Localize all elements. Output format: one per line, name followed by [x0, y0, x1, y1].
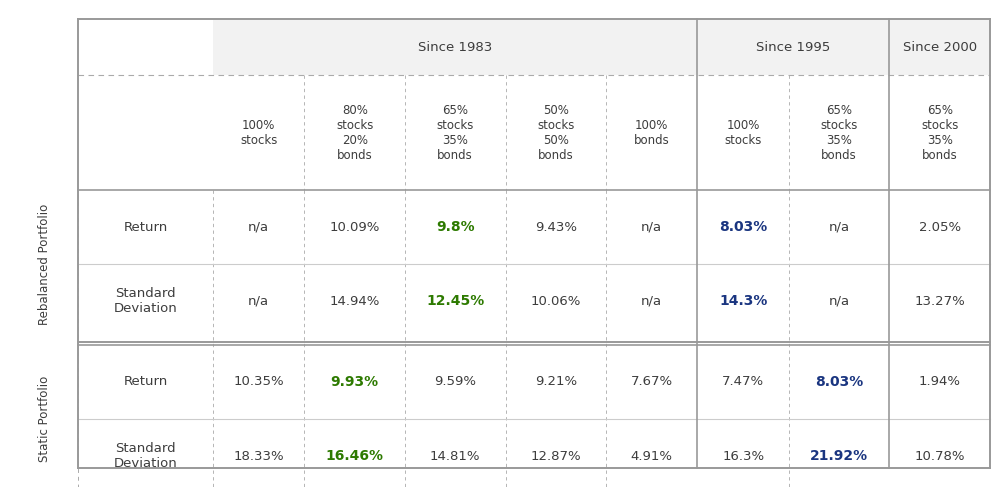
Text: 14.94%: 14.94%: [330, 295, 380, 308]
Text: 12.45%: 12.45%: [426, 294, 484, 308]
Text: Rebalanced Portfolio: Rebalanced Portfolio: [38, 204, 51, 325]
Text: Since 1983: Since 1983: [418, 41, 492, 54]
Text: 9.21%: 9.21%: [535, 375, 577, 389]
Text: 10.78%: 10.78%: [914, 450, 965, 463]
Text: n/a: n/a: [248, 221, 269, 234]
Text: n/a: n/a: [829, 221, 850, 234]
Text: 65%
stocks
35%
bonds: 65% stocks 35% bonds: [820, 104, 858, 162]
Text: 4.91%: 4.91%: [631, 450, 673, 463]
Bar: [213, 19, 697, 75]
Text: n/a: n/a: [248, 295, 269, 308]
Text: 18.33%: 18.33%: [233, 450, 284, 463]
Text: 7.67%: 7.67%: [631, 375, 673, 389]
Text: n/a: n/a: [641, 221, 662, 234]
Text: Standard
Deviation: Standard Deviation: [114, 442, 177, 470]
Text: 14.81%: 14.81%: [430, 450, 480, 463]
Text: 9.43%: 9.43%: [535, 221, 577, 234]
Text: 16.3%: 16.3%: [722, 450, 764, 463]
Bar: [697, 19, 889, 75]
Text: 8.03%: 8.03%: [815, 375, 863, 389]
Text: n/a: n/a: [829, 295, 850, 308]
Text: Since 2000: Since 2000: [903, 41, 977, 54]
Text: 14.3%: 14.3%: [719, 294, 767, 308]
Text: 7.47%: 7.47%: [722, 375, 764, 389]
Text: Return: Return: [123, 375, 168, 389]
Text: n/a: n/a: [641, 295, 662, 308]
Text: 50%
stocks
50%
bonds: 50% stocks 50% bonds: [537, 104, 574, 162]
Text: 9.93%: 9.93%: [331, 375, 379, 389]
Text: 21.92%: 21.92%: [810, 449, 868, 463]
Text: Static Portfolio: Static Portfolio: [38, 376, 51, 462]
Text: 9.59%: 9.59%: [434, 375, 476, 389]
Text: Since 1995: Since 1995: [756, 41, 831, 54]
Text: Return: Return: [123, 221, 168, 234]
Text: 10.09%: 10.09%: [330, 221, 380, 234]
Bar: [889, 19, 990, 75]
Text: 100%
stocks: 100% stocks: [725, 119, 762, 147]
Text: 65%
stocks
35%
bonds: 65% stocks 35% bonds: [921, 104, 958, 162]
Text: 13.27%: 13.27%: [914, 295, 965, 308]
Text: 10.06%: 10.06%: [531, 295, 581, 308]
Text: 80%
stocks
20%
bonds: 80% stocks 20% bonds: [336, 104, 373, 162]
Text: Standard
Deviation: Standard Deviation: [114, 287, 177, 315]
Text: 8.03%: 8.03%: [719, 220, 767, 234]
Text: 1.94%: 1.94%: [919, 375, 961, 389]
Text: 2.05%: 2.05%: [919, 221, 961, 234]
Text: 9.8%: 9.8%: [436, 220, 475, 234]
Text: 10.35%: 10.35%: [233, 375, 284, 389]
Text: 16.46%: 16.46%: [326, 449, 384, 463]
Text: 65%
stocks
35%
bonds: 65% stocks 35% bonds: [437, 104, 474, 162]
Text: 12.87%: 12.87%: [530, 450, 581, 463]
Text: 100%
stocks: 100% stocks: [240, 119, 277, 147]
Text: 100%
bonds: 100% bonds: [634, 119, 670, 147]
